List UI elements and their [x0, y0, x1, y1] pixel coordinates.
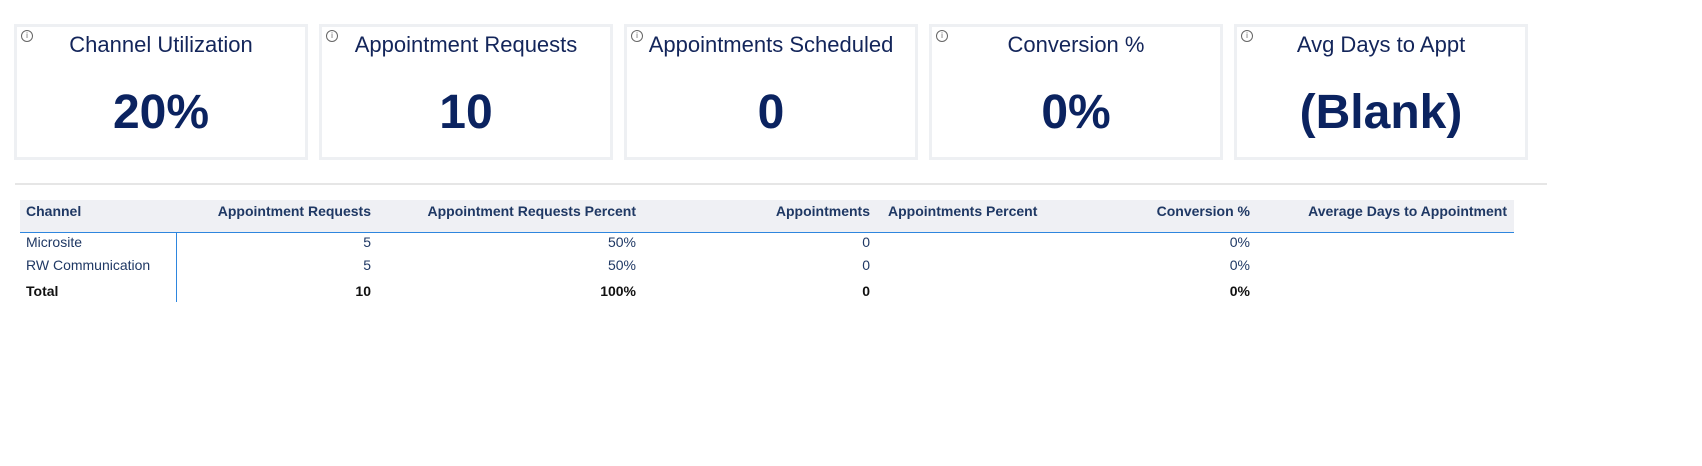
- kpi-card: i Conversion % 0%: [929, 24, 1223, 160]
- cell-appointment-requests-percent: 50%: [607, 257, 636, 273]
- cell-appointment-requests: 5: [363, 234, 371, 250]
- cell-conversion: 0%: [1229, 234, 1250, 250]
- total-channel: Total: [26, 283, 59, 299]
- col-appointments-percent[interactable]: Appointments Percent: [888, 203, 1038, 219]
- kpi-card: i Avg Days to Appt (Blank): [1234, 24, 1528, 160]
- col-channel[interactable]: Channel: [26, 203, 82, 219]
- cell-appointment-requests: 5: [363, 257, 371, 273]
- kpi-value: 20%: [112, 86, 210, 139]
- column-divider: [176, 233, 177, 302]
- info-icon[interactable]: i: [21, 30, 33, 42]
- col-appointment-requests[interactable]: Appointment Requests: [217, 203, 371, 219]
- cell-appointments: 0: [862, 234, 870, 250]
- kpi-title: Channel Utilization: [69, 32, 253, 57]
- col-avg-days[interactable]: Average Days to Appointment: [1308, 203, 1507, 219]
- divider: [15, 183, 1547, 185]
- total-conversion: 0%: [1229, 283, 1250, 299]
- kpi-title: Appointment Requests: [354, 32, 578, 57]
- kpi-value: 10: [439, 86, 493, 139]
- kpi-value: (Blank): [1299, 86, 1463, 139]
- cell-appointment-requests-percent: 50%: [607, 234, 636, 250]
- col-conversion[interactable]: Conversion %: [1156, 203, 1250, 219]
- col-appointment-requests-percent[interactable]: Appointment Requests Percent: [427, 203, 636, 219]
- col-appointments[interactable]: Appointments: [775, 203, 870, 219]
- info-icon[interactable]: i: [326, 30, 338, 42]
- kpi-value: 0: [757, 86, 785, 139]
- kpi-value: 0%: [1041, 86, 1111, 139]
- kpi-title: Avg Days to Appt: [1296, 32, 1466, 57]
- total-appointments: 0: [862, 283, 870, 299]
- info-icon[interactable]: i: [936, 30, 948, 42]
- kpi-title: Conversion %: [1007, 32, 1145, 57]
- table-header: Channel Appointment Requests Appointment…: [20, 200, 1514, 233]
- cell-channel: Microsite: [26, 234, 83, 250]
- kpi-card: i Appointments Scheduled 0: [624, 24, 918, 160]
- cell-channel: RW Communication: [26, 257, 151, 273]
- info-icon[interactable]: i: [631, 30, 643, 42]
- total-appointment-requests: 10: [355, 283, 371, 299]
- cell-appointments: 0: [862, 257, 870, 273]
- cell-conversion: 0%: [1229, 257, 1250, 273]
- info-icon[interactable]: i: [1241, 30, 1253, 42]
- total-appointment-requests-percent: 100%: [600, 283, 636, 299]
- kpi-card: i Appointment Requests 10: [319, 24, 613, 160]
- kpi-card: i Channel Utilization 20%: [14, 24, 308, 160]
- kpi-title: Appointments Scheduled: [648, 32, 894, 57]
